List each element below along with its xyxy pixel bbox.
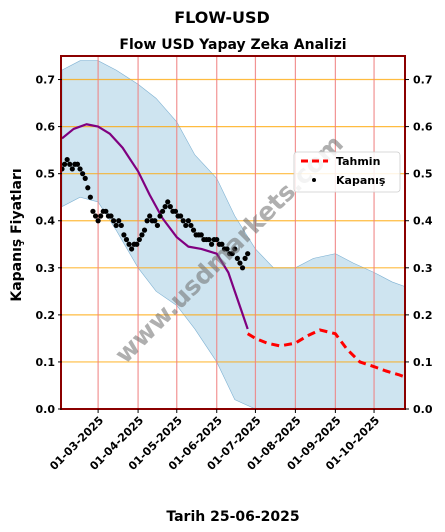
y-tick-label-left: 0.5: [36, 168, 56, 181]
closing-point: [165, 199, 171, 205]
closing-point: [134, 241, 140, 247]
closing-point: [90, 208, 96, 214]
line-layer: [62, 123, 405, 379]
chart-subtitle: Flow USD Yapay Zeka Analizi: [119, 37, 346, 53]
closing-point: [242, 255, 248, 261]
closing-point: [74, 161, 81, 167]
closing-point: [224, 246, 230, 252]
closing-point: [162, 204, 168, 210]
closing-point: [190, 227, 197, 233]
closing-point: [239, 265, 246, 271]
closing-point: [87, 194, 93, 200]
y-axis-left: 0.0 0.1 0.2 0.3 0.4 0.5 0.6 0.7: [36, 74, 62, 416]
y-tick-label-right: 0.2: [413, 309, 433, 322]
y-tick-label-right: 0.7: [413, 74, 433, 87]
closing-point: [152, 218, 158, 224]
closing-point: [64, 156, 70, 163]
closing-point: [206, 236, 212, 243]
y-tick-label-right: 0.3: [413, 262, 433, 275]
y-tick-label-left: 0.6: [36, 121, 56, 134]
closing-point: [80, 171, 86, 177]
y-tick-label-left: 0.0: [36, 403, 56, 416]
closing-point: [172, 208, 179, 214]
closing-point: [188, 222, 194, 229]
closing-point: [103, 208, 109, 214]
closing-point: [229, 251, 235, 257]
grid-layer: [62, 56, 405, 409]
closing-point: [85, 185, 91, 191]
y-tick-label-right: 0.4: [413, 215, 433, 228]
y-tick-label-right: 0.1: [413, 356, 433, 369]
closing-point: [147, 213, 153, 219]
fit-line: [62, 123, 249, 330]
x-axis-label: Tarih 25-06-2025: [166, 509, 299, 525]
closing-point: [62, 166, 65, 172]
plot-area: [62, 56, 405, 409]
closing-point: [180, 218, 186, 224]
closing-point: [167, 204, 173, 210]
closing-point: [178, 213, 184, 219]
closing-point: [198, 232, 204, 238]
closing-point: [82, 175, 88, 181]
closing-point: [77, 166, 83, 172]
closing-point: [116, 218, 122, 224]
legend-box: [293, 151, 401, 193]
closing-point: [110, 218, 117, 224]
closing-point: [214, 236, 220, 243]
y-axis-right: 0.0 0.1 0.2 0.3 0.4 0.5 0.6 0.7: [405, 74, 433, 416]
y-tick-label-right: 0.0: [413, 403, 433, 416]
closing-point: [157, 213, 163, 219]
confidence-band-layer: [62, 60, 405, 409]
closing-point: [123, 236, 130, 243]
chart-title: FLOW-USD: [174, 8, 270, 27]
closing-point: [144, 218, 150, 224]
closing-point: [95, 218, 101, 224]
closing-point: [234, 255, 240, 261]
forecast-line: [246, 328, 405, 379]
closing-point: [232, 246, 238, 252]
closing-point: [98, 213, 104, 219]
confidence-band: [62, 60, 405, 409]
closing-point: [108, 213, 114, 219]
closing-point: [67, 161, 73, 167]
legend-tahmin-label: Tahmin: [336, 155, 380, 168]
legend-kapanis-swatch: [312, 178, 316, 182]
closing-point: [141, 227, 148, 233]
closing-point: [62, 161, 68, 167]
closing-point: [69, 166, 75, 172]
y-tick-label-left: 0.4: [36, 215, 56, 228]
y-tick-label-right: 0.5: [413, 168, 433, 181]
closing-point: [237, 260, 243, 266]
y-axis-label: Kapanış Fiyatları: [9, 168, 25, 301]
closing-point: [113, 222, 119, 229]
closing-point: [118, 222, 124, 229]
closing-point: [126, 241, 132, 247]
legend-kapanis-label: Kapanış: [336, 174, 386, 187]
closing-point: [129, 246, 135, 252]
y-tick-label-left: 0.7: [36, 74, 56, 87]
y-tick-label-left: 0.2: [36, 309, 56, 322]
closing-point: [92, 213, 99, 219]
closing-point: [185, 218, 191, 224]
legend: Tahmin Kapanış: [293, 151, 401, 193]
y-tick-label-right: 0.6: [413, 121, 433, 134]
y-tick-label-left: 0.3: [36, 262, 56, 275]
closing-point: [154, 222, 161, 229]
closing-point: [208, 241, 215, 247]
closing-point: [121, 232, 127, 238]
closing-point: [183, 222, 189, 229]
closing-dots-layer: [62, 156, 251, 271]
y-tick-label-left: 0.1: [36, 356, 56, 369]
closing-point: [159, 208, 166, 214]
closing-point: [139, 232, 145, 238]
closing-point: [219, 241, 225, 247]
closing-point: [245, 251, 251, 257]
closing-point: [136, 236, 142, 243]
plot-frame: [60, 55, 406, 410]
